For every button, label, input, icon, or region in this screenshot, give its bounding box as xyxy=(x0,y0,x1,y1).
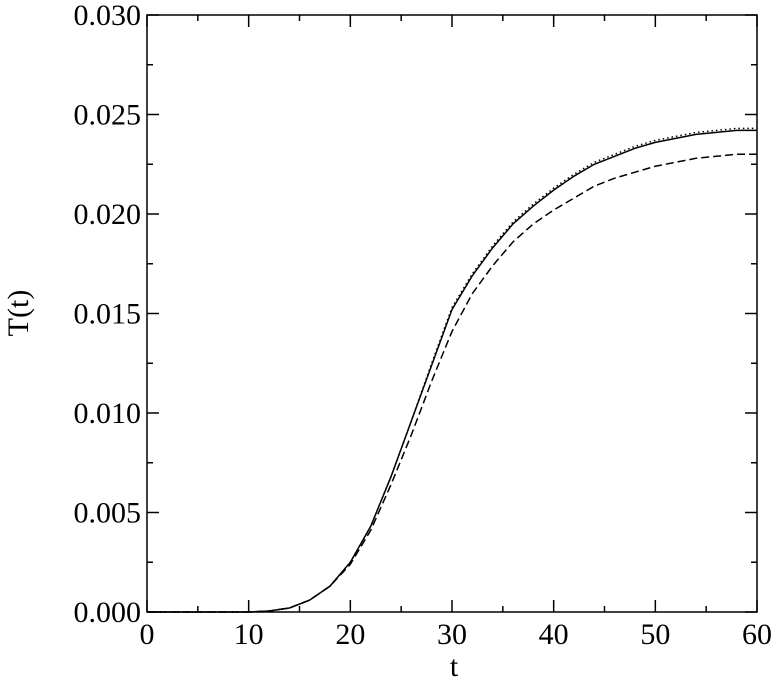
y-tick-label: 0.000 xyxy=(74,596,142,629)
x-tick-label: 0 xyxy=(140,618,155,651)
y-tick-label: 0.020 xyxy=(74,198,142,231)
x-tick-label: 60 xyxy=(742,618,772,651)
series-line xyxy=(147,127,757,613)
y-tick-label: 0.025 xyxy=(74,99,142,132)
plot-frame xyxy=(146,14,758,613)
x-tick-label: 10 xyxy=(234,618,264,651)
series-line xyxy=(147,153,757,613)
y-tick-label: 0.015 xyxy=(74,298,142,331)
series-line xyxy=(147,129,757,613)
x-tick-label: 40 xyxy=(539,618,569,651)
x-axis-label: t xyxy=(450,650,459,683)
x-tick-label: 50 xyxy=(640,618,670,651)
y-tick-label: 0.005 xyxy=(74,497,142,530)
x-tick-label: 30 xyxy=(437,618,467,651)
y-tick-label: 0.010 xyxy=(74,397,142,430)
y-axis-label: T(t) xyxy=(2,290,35,337)
y-tick-label: 0.030 xyxy=(74,0,142,32)
x-tick-label: 20 xyxy=(335,618,365,651)
